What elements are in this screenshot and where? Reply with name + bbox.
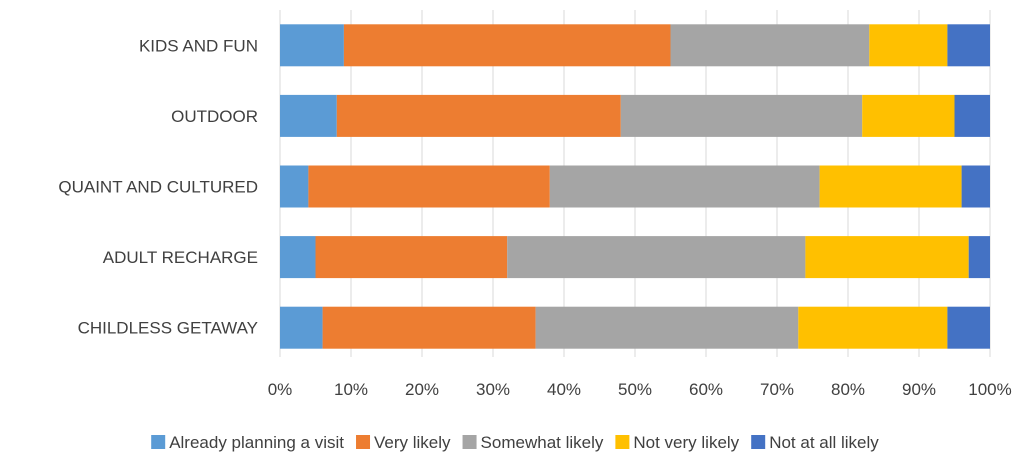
legend-swatch	[356, 435, 371, 449]
bar-segment	[315, 236, 508, 279]
x-tick-label: 10%	[334, 380, 368, 399]
legend-swatch	[151, 435, 166, 449]
legend-label: Not very likely	[633, 433, 739, 452]
category-label: ADULT RECHARGE	[103, 248, 258, 267]
legend-swatch	[615, 435, 630, 449]
bar-segment	[805, 236, 969, 279]
legend-swatch	[751, 435, 766, 449]
bar-segment	[819, 165, 962, 208]
x-axis-ticks: 0% 10% 20% 30% 40% 50% 60% 70% 80% 90% 100%	[268, 380, 1012, 399]
legend-item: Already planning a visit	[151, 433, 344, 452]
x-tick-label: 30%	[476, 380, 510, 399]
x-tick-label: 80%	[831, 380, 865, 399]
category-label: CHILDLESS GETAWAY	[78, 319, 258, 338]
bar-segment	[869, 24, 948, 67]
bar-segment	[961, 165, 990, 208]
x-tick-label: 0%	[268, 380, 293, 399]
bars	[280, 24, 990, 349]
bar-segment	[620, 94, 863, 137]
bar-segment	[535, 306, 799, 349]
x-tick-label: 40%	[547, 380, 581, 399]
legend-swatch	[462, 435, 477, 449]
legend-item: Not very likely	[615, 433, 740, 452]
bar-segment	[798, 306, 948, 349]
legend-item: Somewhat likely	[462, 433, 604, 452]
bar-segment	[549, 165, 820, 208]
bar-segment	[280, 306, 323, 349]
category-label: OUTDOOR	[171, 107, 258, 126]
legend-label: Not at all likely	[769, 433, 879, 452]
bar-segment	[862, 94, 955, 137]
legend-label: Already planning a visit	[169, 433, 344, 452]
bar-segment	[968, 236, 990, 279]
category-labels: KIDS AND FUN OUTDOOR QUAINT AND CULTURED AD…	[58, 36, 258, 337]
x-tick-label: 90%	[902, 380, 936, 399]
legend: Already planning a visit Very likely Somew…	[151, 433, 879, 452]
x-tick-label: 20%	[405, 380, 439, 399]
bar-segment	[670, 24, 870, 67]
category-label: QUAINT AND CULTURED	[58, 178, 258, 197]
bar-segment	[280, 165, 309, 208]
x-tick-label: 70%	[760, 380, 794, 399]
bar-segment	[336, 94, 621, 137]
legend-item: Very likely	[356, 433, 451, 452]
x-tick-label: 50%	[618, 380, 652, 399]
x-tick-label: 60%	[689, 380, 723, 399]
legend-label: Somewhat likely	[481, 433, 604, 452]
bar-segment	[322, 306, 536, 349]
bar-segment	[308, 165, 550, 208]
bar-segment	[507, 236, 806, 279]
bar-segment	[947, 306, 990, 349]
bar-segment	[280, 24, 344, 67]
bar-segment	[954, 94, 990, 137]
legend-item: Not at all likely	[751, 433, 879, 452]
bar-segment	[947, 24, 990, 67]
bar-segment	[280, 94, 337, 137]
bar-segment	[343, 24, 671, 67]
bar-segment	[280, 236, 316, 279]
x-tick-label: 100%	[968, 380, 1011, 399]
legend-label: Very likely	[374, 433, 451, 452]
category-label: KIDS AND FUN	[139, 36, 258, 55]
